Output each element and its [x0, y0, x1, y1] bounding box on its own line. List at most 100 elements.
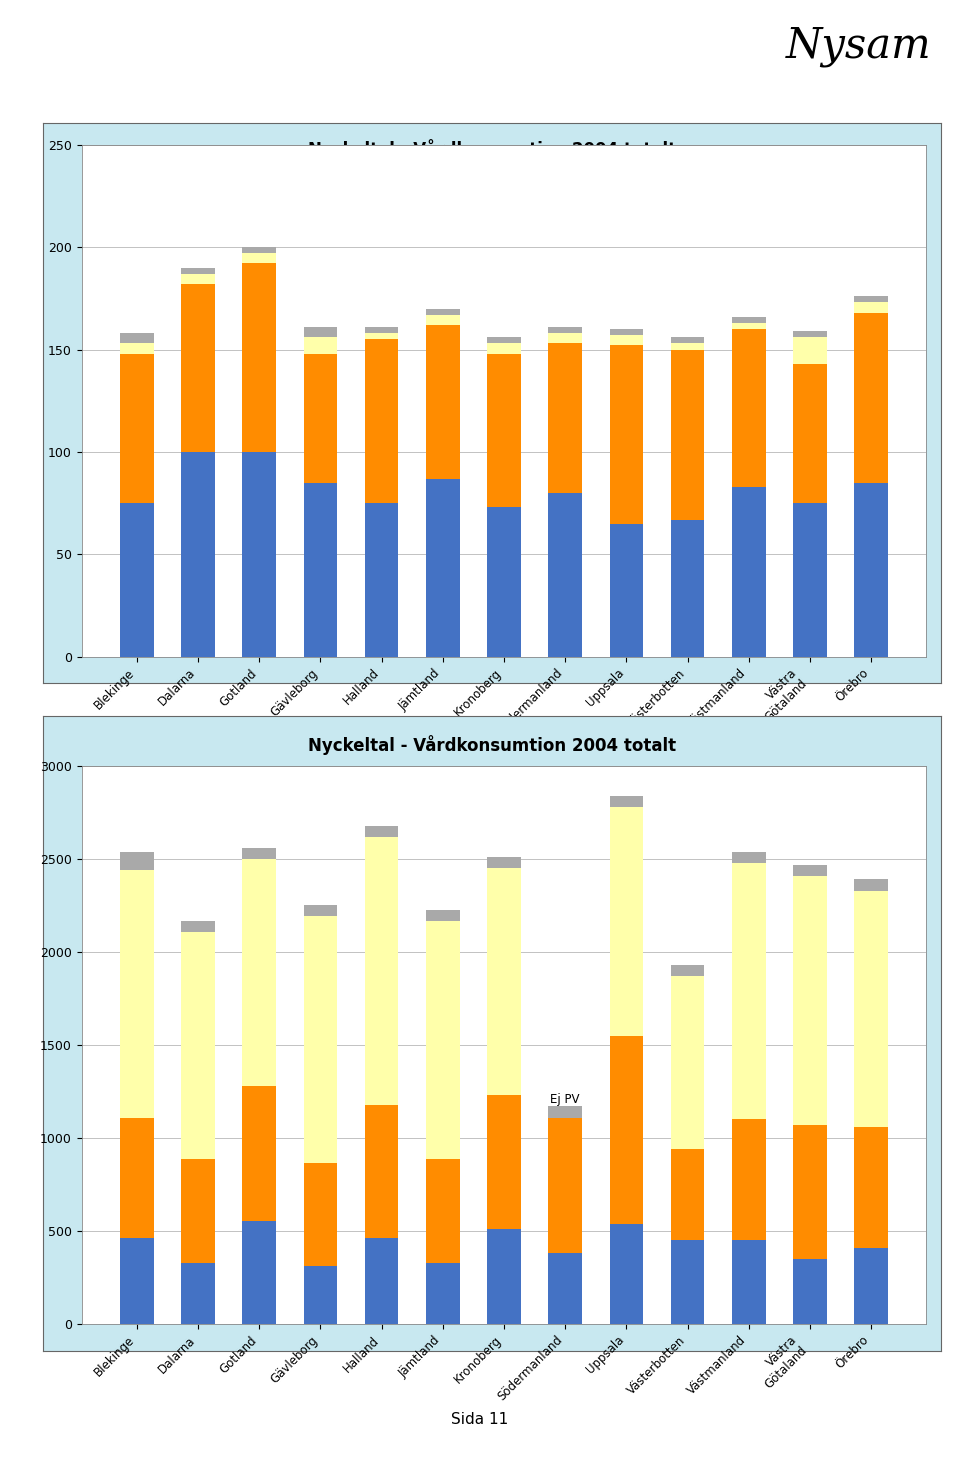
Bar: [610, 1036, 643, 1224]
Bar: [426, 314, 460, 325]
Text: Antal VTF per 1000 inv per landsting: Antal VTF per 1000 inv per landsting: [370, 173, 614, 186]
Bar: [303, 1163, 337, 1266]
Bar: [671, 1240, 705, 1324]
Bar: [181, 1262, 215, 1324]
Bar: [120, 503, 154, 657]
Bar: [610, 335, 643, 345]
Bar: [548, 1117, 582, 1253]
Bar: [426, 1159, 460, 1262]
Bar: [732, 487, 766, 657]
Bar: [242, 264, 276, 452]
Bar: [120, 344, 154, 354]
Bar: [426, 1262, 460, 1324]
Bar: [548, 334, 582, 344]
Text: Nyckeltal - Vårdkonsumtion 2004 totalt: Nyckeltal - Vårdkonsumtion 2004 totalt: [308, 735, 676, 754]
Bar: [671, 1150, 705, 1240]
Bar: [732, 1119, 766, 1240]
Bar: [610, 329, 643, 335]
Bar: [793, 337, 827, 365]
Bar: [487, 858, 521, 868]
Bar: [793, 1259, 827, 1324]
Bar: [610, 524, 643, 657]
Bar: [242, 246, 276, 254]
Bar: [181, 273, 215, 283]
Bar: [610, 1224, 643, 1324]
Bar: [365, 837, 398, 1104]
Bar: [671, 337, 705, 344]
Bar: [303, 354, 337, 483]
Bar: [548, 1107, 582, 1117]
Bar: [487, 508, 521, 657]
Bar: [671, 350, 705, 520]
Bar: [365, 825, 398, 837]
Bar: [303, 905, 337, 915]
Bar: [242, 1221, 276, 1324]
Bar: [732, 1240, 766, 1324]
Bar: [793, 365, 827, 503]
Bar: [487, 868, 521, 1095]
Bar: [242, 452, 276, 657]
Bar: [181, 933, 215, 1159]
Bar: [610, 807, 643, 1036]
Bar: [181, 267, 215, 273]
Bar: [365, 334, 398, 339]
Bar: [426, 921, 460, 1159]
Bar: [120, 852, 154, 871]
Bar: [426, 325, 460, 478]
Bar: [242, 859, 276, 1086]
Bar: [854, 313, 888, 483]
Text: Antal läkarbesök per 1000 inv per landsting: Antal läkarbesök per 1000 inv per landst…: [346, 773, 638, 787]
Bar: [487, 337, 521, 344]
Bar: [303, 1266, 337, 1324]
Bar: [854, 890, 888, 1126]
Bar: [181, 1159, 215, 1262]
Bar: [426, 911, 460, 921]
Bar: [181, 283, 215, 452]
Bar: [181, 921, 215, 933]
Bar: [732, 317, 766, 323]
Bar: [671, 965, 705, 976]
Bar: [793, 875, 827, 1125]
Bar: [610, 345, 643, 524]
Bar: [365, 1104, 398, 1238]
Bar: [365, 1238, 398, 1324]
Bar: [854, 1247, 888, 1324]
Bar: [120, 871, 154, 1117]
Bar: [487, 354, 521, 508]
Bar: [854, 483, 888, 657]
Text: Nyckeltal - Vårdkonsumtion 2004 totalt: Nyckeltal - Vårdkonsumtion 2004 totalt: [308, 139, 676, 159]
Bar: [671, 976, 705, 1150]
Bar: [854, 297, 888, 303]
Bar: [548, 344, 582, 493]
Bar: [426, 478, 460, 657]
Bar: [120, 1117, 154, 1238]
Bar: [548, 328, 582, 334]
Bar: [487, 1095, 521, 1230]
Text: Sida 11: Sida 11: [451, 1413, 509, 1427]
Bar: [854, 303, 888, 313]
Bar: [487, 1230, 521, 1324]
Bar: [732, 323, 766, 329]
Bar: [303, 337, 337, 354]
Bar: [120, 354, 154, 503]
Bar: [120, 1238, 154, 1324]
Bar: [793, 331, 827, 337]
Bar: [793, 865, 827, 875]
Bar: [854, 880, 888, 890]
Bar: [732, 329, 766, 487]
Bar: [487, 344, 521, 354]
Bar: [242, 847, 276, 859]
Legend: Medicinsk vård, Kirurgisk vård, Primärvård, Psykiatrisk vård: Medicinsk vård, Kirurgisk vård, Primärvå…: [103, 824, 556, 847]
Text: Ej PV: Ej PV: [550, 1094, 580, 1107]
Bar: [671, 344, 705, 350]
Bar: [303, 915, 337, 1163]
Legend: Medicinsk vård, Kirurgisk vård, Primärvård, Psykiatrisk vård: Medicinsk vård, Kirurgisk vård, Primärvå…: [103, 218, 556, 242]
Bar: [548, 1253, 582, 1324]
Bar: [120, 334, 154, 344]
Bar: [181, 452, 215, 657]
Bar: [854, 1126, 888, 1247]
Bar: [242, 254, 276, 264]
Bar: [793, 503, 827, 657]
Bar: [610, 796, 643, 807]
Bar: [732, 863, 766, 1119]
